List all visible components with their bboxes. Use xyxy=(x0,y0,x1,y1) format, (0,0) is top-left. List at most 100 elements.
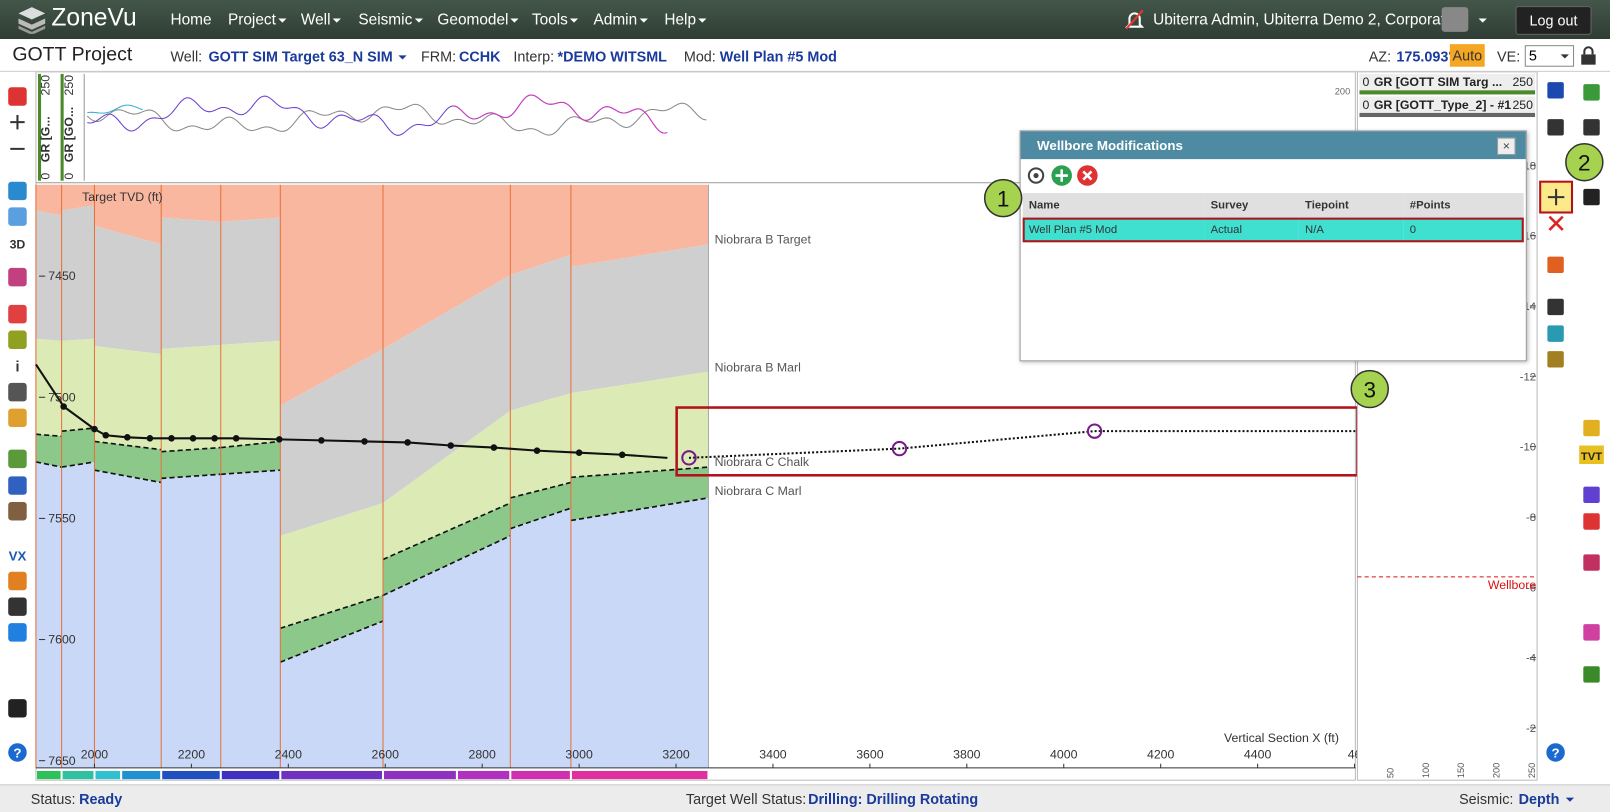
settings-icon[interactable] xyxy=(1027,167,1045,184)
tool-icon[interactable] xyxy=(1547,256,1564,274)
menu-label: Admin xyxy=(593,11,638,29)
ve-select[interactable]: 5 xyxy=(1524,45,1575,67)
plan-node[interactable] xyxy=(891,440,908,457)
interp-value[interactable]: *DEMO WITSML xyxy=(557,48,667,65)
tool-icon[interactable] xyxy=(8,87,27,106)
tool-icon[interactable] xyxy=(1583,419,1600,437)
tool-icon[interactable] xyxy=(8,408,27,428)
track-bar xyxy=(1359,112,1536,118)
tool-icon[interactable] xyxy=(8,449,27,469)
track-max: 250 xyxy=(1512,75,1533,89)
menu-item[interactable]: Geomodel xyxy=(437,11,519,29)
frm-value[interactable]: CCHK xyxy=(458,48,501,65)
help-text: ? xyxy=(1552,746,1560,761)
tool-icon[interactable] xyxy=(1547,298,1564,316)
wellbore-label: Wellbore xyxy=(1488,578,1537,592)
track-name: GR [GOTT_Type_2] - #1 xyxy=(1374,98,1511,112)
tool-icon[interactable] xyxy=(1547,351,1564,368)
survey-point xyxy=(124,434,131,441)
strip-cell xyxy=(281,770,382,780)
horizon-line xyxy=(161,446,221,453)
tool-icon[interactable] xyxy=(8,597,27,616)
survey-point xyxy=(575,449,583,456)
logo xyxy=(18,7,46,34)
tool-icon[interactable] xyxy=(1583,486,1600,504)
cell: 0 xyxy=(1403,217,1524,243)
strip-cell xyxy=(95,770,121,780)
seismic-select[interactable]: Depth xyxy=(1519,790,1574,807)
strip-cell xyxy=(221,770,280,780)
layer xyxy=(280,349,383,536)
help-icon[interactable] xyxy=(8,743,27,762)
tool-icon[interactable] xyxy=(1583,666,1600,683)
zoom-icons[interactable] xyxy=(10,114,25,150)
tool-icon[interactable] xyxy=(1583,624,1600,641)
tool-text[interactable]: VX xyxy=(9,548,27,563)
tool-icon[interactable] xyxy=(8,330,27,350)
geology: Target TVD (ft) 7450 7500 7550 7600 7650 Verti… xyxy=(35,75,1362,769)
x-axis-label: Vertical Section X (ft) xyxy=(1224,731,1339,745)
strip-cell xyxy=(62,770,94,780)
tool-icon[interactable] xyxy=(1583,188,1600,206)
y-tick-label: 7550 xyxy=(48,512,76,526)
menu-item[interactable]: Home xyxy=(170,11,212,29)
well-select[interactable]: GOTT SIM Target 63_N SIM xyxy=(208,48,407,65)
tool-icon[interactable] xyxy=(8,181,27,201)
tool-icon[interactable] xyxy=(8,267,27,287)
tool-icon[interactable] xyxy=(8,699,27,718)
tool-icon[interactable] xyxy=(8,571,27,591)
delete-icon[interactable] xyxy=(1548,215,1564,231)
strip-cell xyxy=(384,770,456,780)
x-tick-label: 3000 xyxy=(565,748,593,762)
help-icon[interactable] xyxy=(1546,743,1565,762)
tool-icon[interactable] xyxy=(8,501,27,521)
tvt-box[interactable] xyxy=(1579,445,1604,465)
logout-button[interactable]: Log out xyxy=(1515,6,1592,35)
dialog-title: Wellbore Modifications xyxy=(1020,131,1526,160)
tool-icon[interactable] xyxy=(8,207,27,226)
auto-button[interactable]: Auto xyxy=(1449,44,1485,67)
tool-text[interactable]: i xyxy=(15,360,19,376)
menu-item[interactable]: Tools xyxy=(531,11,579,29)
menu-item[interactable]: Project xyxy=(228,11,287,29)
menu-label: Tools xyxy=(531,11,568,29)
plan-node[interactable] xyxy=(681,450,697,466)
tool-icon[interactable] xyxy=(1583,554,1600,571)
tool-icon[interactable] xyxy=(8,476,27,495)
tool-icon[interactable] xyxy=(1583,119,1600,136)
menu-item[interactable]: Help xyxy=(664,11,707,29)
menu-item[interactable]: Seismic xyxy=(358,11,423,29)
tool-icon[interactable] xyxy=(1583,84,1600,101)
tool-icon[interactable] xyxy=(1583,513,1600,530)
tool-icon[interactable] xyxy=(8,623,27,642)
tool-icon[interactable] xyxy=(8,382,27,402)
tool-icon[interactable] xyxy=(1547,82,1564,99)
bottom-tick-label: 200 xyxy=(1492,763,1502,778)
lock-icon[interactable] xyxy=(1579,45,1597,66)
plan-node[interactable] xyxy=(1086,423,1103,439)
layer xyxy=(35,210,62,341)
track-label: 250 xyxy=(62,75,76,96)
close-button[interactable]: × xyxy=(1497,137,1516,156)
tool-icon[interactable] xyxy=(1547,119,1564,136)
label: Seismic: xyxy=(1459,790,1514,807)
tool-icon[interactable] xyxy=(8,304,27,324)
layer xyxy=(382,184,511,350)
layer xyxy=(161,217,221,350)
row[interactable]: Well Plan #5 Mod Actual N/A 0 xyxy=(1022,217,1524,243)
layer xyxy=(94,184,162,245)
depth-tick-label: -6 xyxy=(1526,582,1536,594)
layer xyxy=(220,217,281,345)
tool-text[interactable]: 3D xyxy=(10,237,26,251)
brand[interactable]: ZoneVu xyxy=(51,4,137,32)
tool-icon[interactable] xyxy=(1547,325,1564,342)
x-tick-label: 4400 xyxy=(1244,748,1272,762)
avatar[interactable] xyxy=(1441,7,1469,32)
y-axis-label: Target TVD (ft) xyxy=(82,190,163,204)
mod-value[interactable]: Well Plan #5 Mod xyxy=(719,48,837,65)
y-tick-label: 7600 xyxy=(48,633,76,647)
menu-item[interactable]: Admin xyxy=(593,11,648,29)
alert-icon[interactable] xyxy=(1123,8,1146,31)
menu-item[interactable]: Well xyxy=(301,11,341,29)
layer xyxy=(570,244,709,394)
